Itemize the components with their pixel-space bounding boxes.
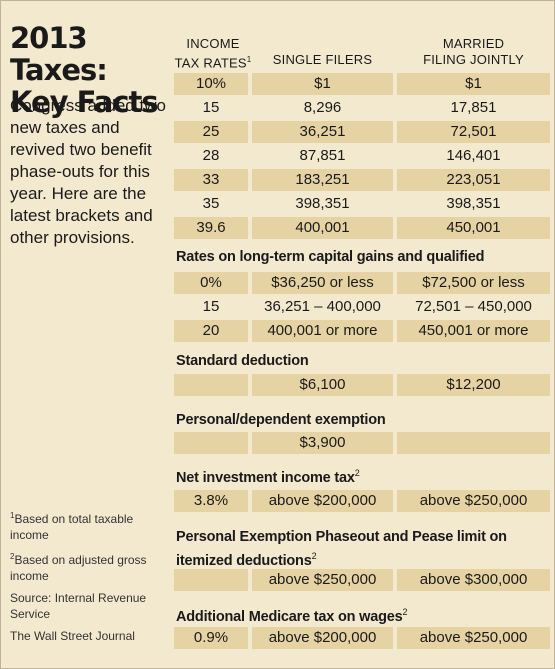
rate-cell: 28 [202, 147, 220, 164]
section-niit-title: Net investment income tax2 [176, 464, 552, 488]
table-row: 28 87,851 146,401 [174, 145, 550, 167]
table-row: 33 183,251 223,051 [174, 169, 550, 191]
rate-cell: 3.8% [174, 490, 248, 512]
footnote-text: Based on adjusted gross income [10, 553, 147, 583]
married-cell: 146,401 [446, 147, 501, 164]
table-row: 15 8,296 17,851 [174, 97, 550, 119]
rate-cell: 33 [174, 169, 248, 191]
rate-cell: 35 [202, 195, 220, 212]
single-cell: $6,100 [252, 374, 393, 396]
header-income-tax-rates: INCOME TAX RATES1 [174, 36, 252, 71]
footnote-marker: 1 [10, 511, 15, 520]
footnote-marker: 2 [10, 552, 15, 561]
rate-cell: 39.6 [174, 217, 248, 239]
married-cell: $1 [397, 73, 550, 95]
table-row: 20 400,001 or more 450,001 or more [174, 320, 550, 342]
footnote-ref: 2 [311, 551, 317, 561]
header-rates-line2: TAX RATES1 [174, 52, 252, 71]
married-cell: $12,200 [397, 374, 550, 396]
married-cell [397, 432, 550, 454]
single-cell: above $200,000 [252, 490, 393, 512]
section-standard-deduction-title: Standard deduction [176, 353, 309, 369]
married-cell: $72,500 or less [397, 272, 550, 294]
rate-cell: 10% [174, 73, 248, 95]
footnote-2: 2Based on adjusted gross income [10, 549, 170, 584]
married-cell: 450,001 or more [397, 320, 550, 342]
section-medicare-title: Additional Medicare tax on wages2 [176, 603, 552, 627]
table-row: $3,900 [174, 432, 550, 454]
single-cell: 36,251 [252, 121, 393, 143]
rate-cell: 0% [174, 272, 248, 294]
source-note: Source: Internal Revenue Service [10, 591, 147, 621]
table-row: 35 398,351 398,351 [174, 193, 550, 215]
married-cell: above $250,000 [397, 490, 550, 512]
married-cell: 398,351 [446, 195, 501, 212]
single-cell: above $250,000 [252, 569, 393, 591]
single-cell: 398,351 [295, 195, 350, 212]
rate-cell [174, 569, 248, 591]
header-married: MARRIED FILING JOINTLY [397, 36, 550, 68]
page-title: 2013 Taxes: Key Facts [10, 21, 159, 119]
rate-cell: 0.9% [174, 627, 248, 649]
footnote-text: Based on total taxable income [10, 512, 134, 542]
section-title-line1: Personal Exemption Phaseout and Pease li… [176, 529, 507, 545]
single-cell: 400,001 or more [252, 320, 393, 342]
married-cell: 223,051 [397, 169, 550, 191]
footnote-1: 1Based on total taxable income [10, 508, 170, 543]
header-married-line2: FILING JOINTLY [423, 52, 524, 67]
section-pease-title: Personal Exemption Phaseout and Pease li… [176, 528, 552, 571]
married-cell: 17,851 [450, 99, 497, 116]
married-cell: above $250,000 [397, 627, 550, 649]
header-rates-line1: INCOME [186, 36, 240, 51]
rate-cell [174, 432, 248, 454]
table-row: 25 36,251 72,501 [174, 121, 550, 143]
header-rates-text: TAX RATES [174, 55, 247, 71]
section-title-text: itemized deductions [176, 552, 312, 569]
rate-cell: 15 [202, 99, 220, 116]
table-row: 10% $1 $1 [174, 73, 550, 95]
married-cell: 72,501 – 450,000 [415, 298, 532, 315]
rate-cell [174, 374, 248, 396]
single-cell: above $200,000 [252, 627, 393, 649]
table-row: 15 36,251 – 400,000 72,501 – 450,000 [174, 296, 550, 318]
single-cell: 8,296 [303, 99, 342, 116]
married-cell: above $300,000 [397, 569, 550, 591]
married-cell: 72,501 [397, 121, 550, 143]
footnotes: 1Based on total taxable income 2Based on… [10, 508, 170, 650]
footnote-ref: 2 [354, 468, 360, 478]
header-married-line1: MARRIED [442, 36, 505, 51]
header-single-filers: SINGLE FILERS [272, 52, 373, 67]
section-title-line2: itemized deductions2 [176, 547, 552, 571]
table-row: $6,100 $12,200 [174, 374, 550, 396]
single-cell: $3,900 [252, 432, 393, 454]
intro-text: Congress added two new taxes and revived… [10, 96, 166, 247]
section-title-text: Net investment income tax [176, 469, 355, 486]
table-row: 39.6 400,001 450,001 [174, 217, 550, 239]
section-title-text: Additional Medicare tax on wages [176, 608, 403, 625]
rate-cell: 25 [174, 121, 248, 143]
rate-cell: 15 [202, 298, 220, 315]
rate-cell: 20 [174, 320, 248, 342]
table-row: 0.9% above $200,000 above $250,000 [174, 627, 550, 649]
single-cell: 87,851 [299, 147, 346, 164]
table-row: 0% $36,250 or less $72,500 or less [174, 272, 550, 294]
footnote-ref: 2 [402, 607, 408, 617]
single-cell: $36,250 or less [252, 272, 393, 294]
section-exemption-title: Personal/dependent exemption [176, 412, 386, 428]
credit-line: The Wall Street Journal [10, 629, 135, 643]
single-cell: 36,251 – 400,000 [264, 298, 381, 315]
single-cell: 400,001 [252, 217, 393, 239]
single-cell: $1 [252, 73, 393, 95]
table-row: above $250,000 above $300,000 [174, 569, 550, 591]
table-row: 3.8% above $200,000 above $250,000 [174, 490, 550, 512]
married-cell: 450,001 [397, 217, 550, 239]
footnote-ref: 1 [246, 55, 252, 64]
single-cell: 183,251 [252, 169, 393, 191]
